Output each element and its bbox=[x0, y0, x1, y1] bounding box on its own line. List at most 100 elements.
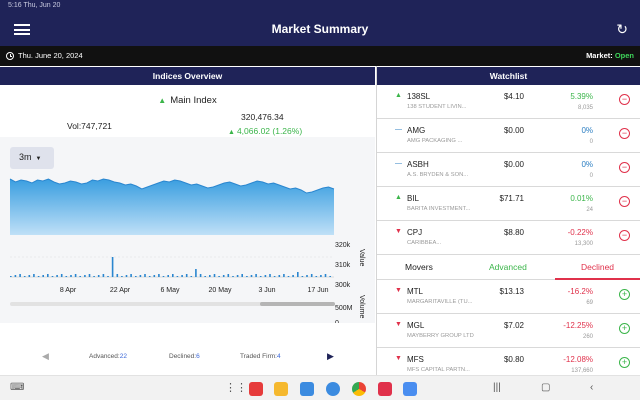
tab-advanced[interactable]: Advanced bbox=[489, 262, 527, 272]
volume-bar bbox=[320, 275, 322, 277]
refresh-icon[interactable]: ↻ bbox=[616, 21, 628, 37]
x-tick: 3 Jun bbox=[258, 287, 275, 294]
volume-bar bbox=[116, 274, 119, 277]
remove-circle-icon[interactable]: − bbox=[619, 128, 630, 139]
value-area bbox=[10, 179, 334, 235]
volume-bar bbox=[250, 275, 253, 277]
app-icon-red[interactable] bbox=[249, 382, 263, 396]
volume-bar bbox=[70, 275, 72, 277]
volume-bar bbox=[255, 274, 257, 277]
up-arrow-icon: ▲ bbox=[158, 96, 167, 105]
watchlist-row[interactable]: — AMG AMG PACKAGING ... $0.00 0% 0 − bbox=[377, 119, 640, 153]
volume-bar bbox=[209, 275, 211, 277]
mover-row[interactable]: ▼ MTL MARGARITAVILLE (TU... $13.13 -16.2… bbox=[377, 280, 640, 314]
index-chart-svg: 320k 310k 300k 500M 0 Value Volume 8 Apr… bbox=[9, 178, 365, 323]
mover-row[interactable]: ▼ MFS MFS CAPITAL PARTN... $0.80 -12.08%… bbox=[377, 348, 640, 375]
stock-volume: 8,035 bbox=[577, 105, 593, 111]
advanced-label: Advanced: bbox=[89, 353, 120, 360]
stock-price: $4.10 bbox=[503, 92, 524, 101]
volume-bar bbox=[241, 274, 243, 277]
traded-firm-count: Traded Firm:4 bbox=[240, 353, 281, 360]
stock-symbol: MFS bbox=[407, 355, 424, 364]
volume-bar bbox=[56, 275, 58, 277]
next-arrow-icon[interactable]: ▶ bbox=[327, 351, 334, 361]
stock-change-pct: -16.2% bbox=[567, 287, 593, 296]
volume-bar bbox=[227, 274, 230, 277]
calendar-icon[interactable] bbox=[300, 382, 314, 396]
watchlist-row[interactable]: — ASBH A.S. BRYDEN & SON... $0.00 0% 0 − bbox=[377, 153, 640, 187]
y-tick-500m: 500M bbox=[335, 305, 353, 312]
stock-symbol: MGL bbox=[407, 321, 425, 330]
prev-arrow-icon[interactable]: ◀ bbox=[42, 351, 49, 361]
recents-icon[interactable]: ||| bbox=[493, 382, 501, 393]
add-circle-icon[interactable]: + bbox=[619, 289, 630, 300]
app-bar: Market Summary ↻ bbox=[0, 12, 640, 46]
home-icon[interactable]: ▢ bbox=[541, 382, 551, 393]
remove-circle-icon[interactable]: − bbox=[619, 162, 630, 173]
translate-icon[interactable] bbox=[403, 382, 417, 396]
y-tick-0: 0 bbox=[335, 320, 339, 323]
date-bar: Thu. June 20, 2024 Market: Open bbox=[0, 46, 640, 66]
clock-icon bbox=[6, 51, 14, 60]
volume-bar bbox=[125, 275, 128, 277]
stock-change-pct: 5.39% bbox=[570, 92, 593, 101]
volume-bar bbox=[301, 276, 304, 277]
stock-symbol: AMG bbox=[407, 126, 426, 135]
chart-scroll-thumb[interactable] bbox=[260, 302, 335, 306]
volume-bar bbox=[23, 276, 26, 277]
volume-bar bbox=[158, 274, 160, 277]
period-selector[interactable]: 3m ▼ bbox=[10, 147, 54, 169]
x-tick: 17 Jun bbox=[307, 287, 328, 294]
keyboard-icon[interactable]: ⌨ bbox=[10, 382, 25, 393]
volume-bar bbox=[97, 275, 100, 277]
remove-circle-icon[interactable]: − bbox=[619, 94, 630, 105]
messages-icon[interactable] bbox=[326, 382, 340, 396]
x-tick: 6 May bbox=[160, 287, 180, 294]
watchlist-header: Watchlist bbox=[377, 67, 640, 85]
remove-circle-icon[interactable]: − bbox=[619, 196, 630, 207]
watchlist-row[interactable]: ▲ 138SL 138 STUDENT LIVIN... $4.10 5.39%… bbox=[377, 85, 640, 119]
watchlist-row[interactable]: ▼ CPJ CARIBBEA... $8.80 -0.22% 13,300 − bbox=[377, 221, 640, 255]
add-circle-icon[interactable]: + bbox=[619, 357, 630, 368]
volume-bar bbox=[42, 275, 44, 277]
tab-declined[interactable]: Declined bbox=[555, 255, 640, 280]
volume-bar bbox=[28, 275, 31, 277]
volume-bar bbox=[121, 276, 123, 277]
apps-grid-icon[interactable]: ⋮⋮ bbox=[225, 382, 247, 394]
add-circle-icon[interactable]: + bbox=[619, 323, 630, 334]
stock-name: BARITA INVESTMENT... bbox=[407, 206, 471, 212]
stock-name: 138 STUDENT LIVIN... bbox=[407, 104, 467, 110]
volume-bar bbox=[33, 274, 35, 277]
volume-bar bbox=[297, 272, 299, 277]
panel-divider bbox=[376, 66, 377, 376]
remove-circle-icon[interactable]: − bbox=[619, 230, 630, 241]
volume-bar bbox=[65, 276, 68, 277]
menu-icon[interactable] bbox=[14, 24, 30, 35]
media-icon[interactable] bbox=[378, 382, 392, 396]
back-icon[interactable]: ‹ bbox=[590, 382, 594, 393]
value-axis-label: Value bbox=[358, 249, 365, 266]
stock-change-pct: 0% bbox=[581, 160, 593, 169]
watchlist-row[interactable]: ▲ BIL BARITA INVESTMENT... $71.71 0.01% … bbox=[377, 187, 640, 221]
watchlist-list: ▲ 138SL 138 STUDENT LIVIN... $4.10 5.39%… bbox=[377, 85, 640, 255]
volume-bar bbox=[84, 275, 86, 277]
x-tick: 8 Apr bbox=[60, 287, 77, 294]
stock-volume: 0 bbox=[589, 173, 593, 179]
volume-bar bbox=[329, 276, 331, 277]
chrome-icon[interactable] bbox=[352, 382, 366, 396]
down-arrow-icon: ▼ bbox=[395, 355, 402, 362]
volume-bar bbox=[199, 274, 202, 277]
mover-row[interactable]: ▼ MGL MAYBERRY GROUP LTD $7.02 -12.25% 2… bbox=[377, 314, 640, 348]
volume-bar bbox=[135, 276, 137, 277]
period-value: 3m bbox=[19, 152, 32, 162]
volume-bar bbox=[130, 274, 132, 277]
volume-bar bbox=[172, 274, 174, 277]
stock-price: $0.00 bbox=[503, 160, 524, 169]
chart-scroll-track[interactable] bbox=[10, 302, 335, 306]
files-icon[interactable] bbox=[274, 382, 288, 396]
up-arrow-icon: ▲ bbox=[395, 92, 402, 99]
volume-bar bbox=[292, 275, 294, 277]
volume-bar bbox=[47, 274, 49, 277]
index-chart[interactable]: 320k 310k 300k 500M 0 Value Volume 8 Apr… bbox=[0, 137, 375, 323]
advanced-count: Advanced:22 bbox=[89, 353, 127, 360]
